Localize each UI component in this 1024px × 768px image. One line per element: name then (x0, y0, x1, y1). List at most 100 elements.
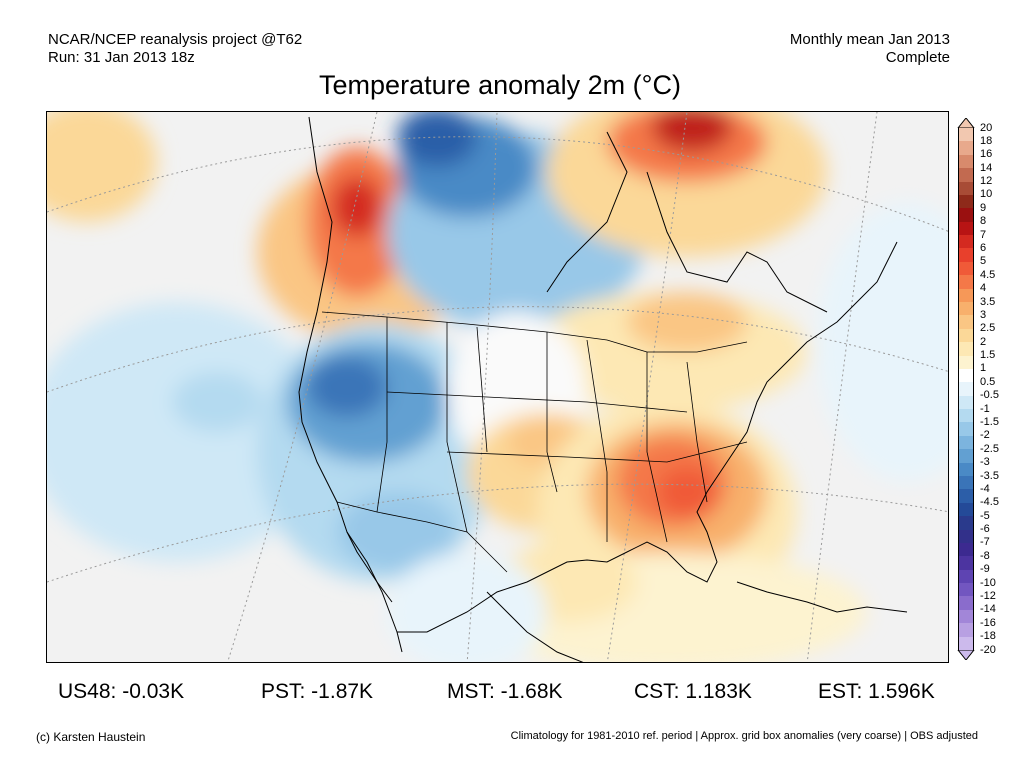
colorbar-label: 0.5 (980, 375, 996, 388)
colorbar-label: 18 (980, 134, 993, 147)
colorbar-label: -16 (980, 616, 996, 629)
colorbar-cell (958, 502, 974, 517)
colorbar-cell (958, 235, 974, 249)
colorbar-cell (958, 194, 974, 209)
page-title: Temperature anomaly 2m (°C) (319, 70, 681, 100)
colorbar-label: 6 (980, 241, 987, 254)
colorbar-cell (958, 168, 974, 183)
colorbar-label: 1 (980, 362, 987, 375)
footnote-text: Climatology for 1981-2010 ref. period | … (510, 730, 978, 742)
colorbar-cell (958, 208, 974, 223)
colorbar-label: 2 (980, 335, 987, 348)
colorbar-cell (958, 342, 974, 357)
colorbar-label: -5 (980, 509, 990, 522)
colorbar-label: -9 (980, 563, 990, 576)
colorbar-cell (958, 476, 974, 490)
colorbar-cell (958, 395, 974, 410)
colorbar-cell (958, 435, 974, 450)
colorbar-cell (958, 275, 974, 290)
colorbar-label: 16 (980, 148, 993, 161)
colorbar-label: 4.5 (980, 268, 996, 281)
colorbar-cell (958, 609, 974, 624)
colorbar-label: 12 (980, 175, 993, 188)
colorbar-label: -3.5 (980, 469, 999, 482)
colorbar-cell (958, 636, 974, 651)
colorbar-label: -10 (980, 576, 996, 589)
colorbar-label: -1 (980, 402, 990, 415)
colorbar-label: -14 (980, 603, 996, 616)
colorbar-cell (958, 128, 974, 142)
colorbar-bottom-cap (957, 650, 975, 660)
colorbar-label: 8 (980, 215, 987, 228)
colorbar-cell (958, 355, 974, 370)
colorbar-cell (958, 368, 974, 383)
colorbar-label: -0.5 (980, 389, 999, 402)
colorbar-cell (958, 261, 974, 276)
colorbar-cell (958, 489, 974, 504)
model-label: NCAR/NCEP reanalysis project @T62 (48, 31, 303, 48)
stat-pst: PST: -1.87K (261, 680, 374, 703)
borders (321, 311, 748, 573)
colorbar-cell (958, 409, 974, 423)
colorbar-label: -1.5 (980, 415, 999, 428)
colorbar-cell (958, 583, 974, 597)
colorbar-cell (958, 542, 974, 557)
period-label: Monthly mean Jan 2013 (789, 31, 950, 48)
colorbar-cell (958, 315, 974, 330)
colorbar-cell (958, 248, 974, 263)
colorbar-label: 4 (980, 282, 987, 295)
stat-mst: MST: -1.68K (447, 680, 563, 703)
colorbar-label: -18 (980, 630, 996, 643)
colorbar-label: 14 (980, 161, 993, 174)
colorbar-cell (958, 181, 974, 196)
colorbar-label: 3 (980, 308, 987, 321)
colorbar-cell (958, 556, 974, 571)
colorbar-cell (958, 154, 974, 169)
stat-est: EST: 1.596K (818, 680, 935, 703)
run-label: Run: 31 Jan 2013 18z (48, 49, 195, 66)
colorbar-label: -2 (980, 429, 990, 442)
colorbar (958, 128, 974, 651)
colorbar-label: -6 (980, 523, 990, 536)
header-left: NCAR/NCEP reanalysis project @T62 Run: 3… (48, 31, 302, 67)
colorbar-cell (958, 141, 974, 156)
colorbar-label: -8 (980, 549, 990, 562)
colorbar-label: -4.5 (980, 496, 999, 509)
colorbar-cell (958, 623, 974, 638)
stat-cst: CST: 1.183K (634, 680, 752, 703)
colorbar-cell (958, 328, 974, 343)
colorbar-label: 7 (980, 228, 987, 241)
credit-text: (c) Karsten Haustein (36, 730, 146, 744)
colorbar-label: -20 (980, 643, 996, 656)
colorbar-label: -2.5 (980, 442, 999, 455)
colorbar-cell (958, 596, 974, 611)
colorbar-cell (958, 569, 974, 584)
colorbar-cell (958, 288, 974, 303)
colorbar-label: -12 (980, 589, 996, 602)
colorbar-top-cap (957, 118, 975, 128)
graticule (47, 112, 948, 662)
colorbar-cell (958, 529, 974, 544)
colorbar-cell (958, 221, 974, 236)
colorbar-cell (958, 302, 974, 316)
map-canvas (47, 112, 948, 662)
colorbar-label: 5 (980, 255, 987, 268)
coastlines (298, 116, 908, 662)
status-label: Complete (885, 49, 950, 66)
colorbar-cell (958, 449, 974, 464)
anomaly-map (46, 111, 949, 663)
colorbar-label: -3 (980, 456, 990, 469)
colorbar-label: 3.5 (980, 295, 996, 308)
colorbar-label: 1.5 (980, 349, 996, 362)
colorbar-label: 2.5 (980, 322, 996, 335)
header-right: Monthly mean Jan 2013 Complete (790, 31, 950, 67)
colorbar-label: 10 (980, 188, 993, 201)
colorbar-label: -4 (980, 482, 990, 495)
colorbar-cell (958, 382, 974, 397)
colorbar-cell (958, 422, 974, 437)
colorbar-label: -7 (980, 536, 990, 549)
colorbar-label: 9 (980, 201, 987, 214)
colorbar-cell (958, 462, 974, 477)
stat-us48: US48: -0.03K (58, 680, 185, 703)
anomaly-field (47, 112, 948, 662)
